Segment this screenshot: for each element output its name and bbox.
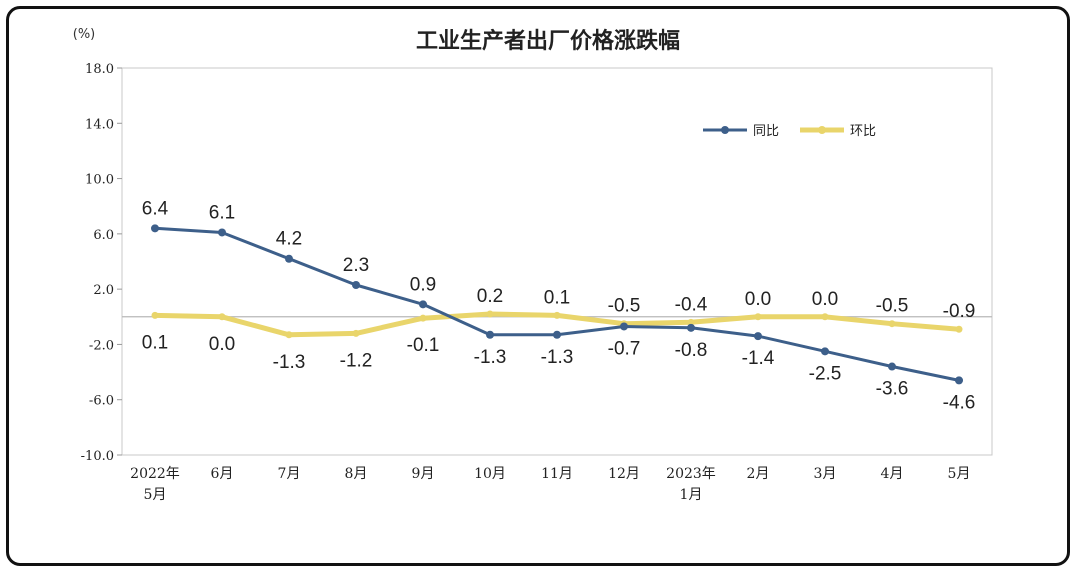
data-point-yoy xyxy=(151,224,159,233)
y-tick-label: 14.0 xyxy=(85,117,114,132)
data-point-yoy xyxy=(486,330,494,339)
data-label-mom: -0.4 xyxy=(675,294,708,315)
data-point-mom xyxy=(285,331,293,339)
x-tick-label: 12月 xyxy=(608,466,640,482)
data-point-mom xyxy=(151,311,159,319)
x-tick-label: 9月 xyxy=(412,466,435,482)
plot-area xyxy=(121,67,993,456)
x-tick-label: 2023年 xyxy=(666,466,716,482)
legend-marker-mom xyxy=(818,126,826,134)
data-point-yoy xyxy=(218,228,226,237)
series-group: 6.4 6.1 4.2 2.3 0.9 -1.3 -1.3 -0.7 -0.8 -1.4 -2.5 -… xyxy=(142,198,976,413)
data-label-mom: -1.2 xyxy=(340,350,373,371)
data-point-mom xyxy=(218,313,226,321)
x-tick-label: 6月 xyxy=(211,466,234,482)
y-tick-label: 18.0 xyxy=(85,62,114,77)
data-label-mom: -0.5 xyxy=(608,296,641,317)
data-label-mom: 0.1 xyxy=(544,287,570,308)
data-point-mom xyxy=(888,320,896,328)
y-tick-label: 2.0 xyxy=(93,283,114,298)
data-label-mom: -0.1 xyxy=(407,335,440,356)
data-label-mom: 0.2 xyxy=(477,286,503,307)
data-point-mom xyxy=(553,311,561,319)
x-tick-label: 5月 xyxy=(948,466,971,482)
data-label-mom: 0.0 xyxy=(745,289,771,310)
data-point-yoy xyxy=(821,347,829,356)
data-point-mom xyxy=(486,310,494,318)
y-axis-unit: (%) xyxy=(73,27,96,42)
y-axis-ticks: 18.0 14.0 10.0 6.0 2.0 -2.0 -6.0 -10.0 xyxy=(81,62,122,464)
data-point-mom xyxy=(352,329,360,337)
data-point-yoy xyxy=(754,332,762,341)
x-tick-label: 4月 xyxy=(881,466,904,482)
y-tick-label: -6.0 xyxy=(89,394,114,409)
y-tick-label: 6.0 xyxy=(93,228,114,243)
data-point-mom xyxy=(687,318,695,326)
x-tick-label: 11月 xyxy=(541,466,573,482)
data-point-yoy xyxy=(419,300,427,309)
data-label-yoy: -2.5 xyxy=(809,363,842,384)
legend: 同比 环比 xyxy=(703,124,876,139)
data-point-yoy xyxy=(888,362,896,371)
data-point-mom xyxy=(419,314,427,322)
legend-label-mom: 环比 xyxy=(850,124,876,139)
x-tick-label: 10月 xyxy=(474,466,506,482)
data-label-yoy: 4.2 xyxy=(276,229,302,250)
y-tick-label: -10.0 xyxy=(81,449,114,464)
data-label-mom: 0.1 xyxy=(142,332,168,353)
x-tick-label: 5月 xyxy=(144,487,167,503)
x-tick-label: 3月 xyxy=(814,466,837,482)
legend-label-yoy: 同比 xyxy=(753,124,779,139)
data-label-yoy: 0.9 xyxy=(410,274,436,295)
data-point-mom xyxy=(821,313,829,321)
data-point-mom xyxy=(955,325,963,333)
data-label-yoy: 6.4 xyxy=(142,198,169,219)
chart-frame xyxy=(6,6,1070,566)
data-point-yoy xyxy=(285,254,293,263)
y-tick-label: 10.0 xyxy=(85,173,114,188)
data-point-yoy xyxy=(352,280,360,289)
y-tick-label: -2.0 xyxy=(89,338,114,353)
data-point-yoy xyxy=(687,323,695,332)
legend-marker-yoy xyxy=(721,126,729,134)
chart-title: 工业生产者出厂价格涨跌幅 xyxy=(416,28,680,54)
data-label-yoy: -0.8 xyxy=(675,340,708,361)
x-tick-label: 8月 xyxy=(345,466,368,482)
data-label-yoy: -1.4 xyxy=(742,348,775,369)
x-tick-label: 2月 xyxy=(747,466,770,482)
data-label-mom: -1.3 xyxy=(273,352,306,373)
data-label-yoy: -3.6 xyxy=(876,379,909,400)
data-label-mom: 0.0 xyxy=(812,289,838,310)
data-point-yoy xyxy=(620,322,628,331)
data-label-mom: -0.9 xyxy=(943,301,976,322)
x-axis-ticks: 2022年 5月 6月 7月 8月 9月 10月 11月 12月 2023年 1月 2月 3月 4月 5月 xyxy=(130,466,970,503)
data-label-mom: -0.5 xyxy=(876,296,909,317)
data-label-yoy: -0.7 xyxy=(608,338,641,359)
data-point-yoy xyxy=(955,376,963,385)
x-tick-label: 1月 xyxy=(680,487,703,503)
data-label-yoy: 6.1 xyxy=(209,202,235,223)
data-label-yoy: 2.3 xyxy=(343,255,369,276)
data-point-yoy xyxy=(553,330,561,339)
data-label-mom: 0.0 xyxy=(209,334,235,355)
data-label-yoy: -1.3 xyxy=(474,347,507,368)
data-point-mom xyxy=(754,313,762,321)
x-tick-label: 2022年 xyxy=(130,466,180,482)
data-label-yoy: -1.3 xyxy=(541,347,574,368)
x-tick-label: 7月 xyxy=(278,466,301,482)
data-label-yoy: -4.6 xyxy=(943,392,976,413)
